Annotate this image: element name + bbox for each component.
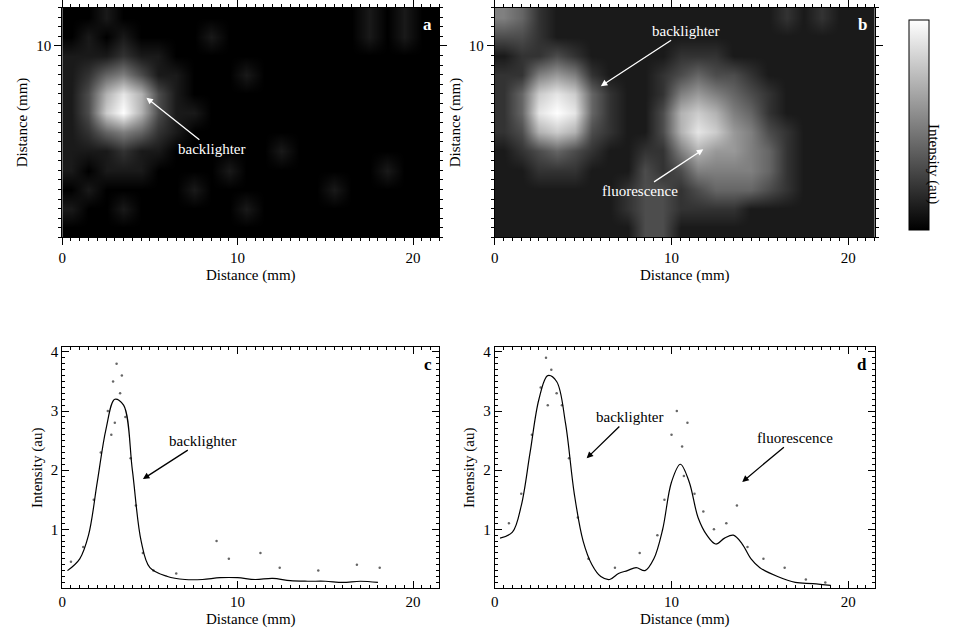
svg-text:backlighter: backlighter <box>178 141 245 157</box>
svg-text:Distance (mm): Distance (mm) <box>14 78 31 168</box>
svg-text:Distance (mm): Distance (mm) <box>640 611 730 628</box>
svg-text:10: 10 <box>469 38 484 54</box>
svg-text:20: 20 <box>406 594 421 610</box>
svg-text:0: 0 <box>58 250 66 266</box>
svg-text:c: c <box>424 355 432 374</box>
svg-text:backlighter: backlighter <box>596 409 663 425</box>
svg-text:2: 2 <box>51 462 59 478</box>
svg-text:4: 4 <box>483 344 491 360</box>
svg-text:1: 1 <box>483 522 491 538</box>
svg-text:fluorescence: fluorescence <box>602 183 678 199</box>
svg-text:Intensity (au): Intensity (au) <box>29 428 46 508</box>
svg-text:Distance (mm): Distance (mm) <box>206 611 296 628</box>
svg-text:1: 1 <box>51 522 59 538</box>
svg-text:3: 3 <box>483 403 491 419</box>
svg-text:fluorescence: fluorescence <box>757 430 833 446</box>
svg-text:Distance (mm): Distance (mm) <box>206 267 296 284</box>
svg-text:10: 10 <box>664 594 679 610</box>
svg-text:0: 0 <box>58 594 66 610</box>
svg-text:0: 0 <box>491 250 499 266</box>
svg-text:Intensity (au): Intensity (au) <box>461 428 478 508</box>
svg-text:0: 0 <box>491 594 499 610</box>
svg-text:10: 10 <box>230 250 245 266</box>
svg-text:backlighter: backlighter <box>652 23 719 39</box>
svg-text:b: b <box>858 15 867 34</box>
svg-text:Distance (mm): Distance (mm) <box>447 78 464 168</box>
svg-text:20: 20 <box>841 250 856 266</box>
svg-text:20: 20 <box>841 594 856 610</box>
svg-text:Intensity (au): Intensity (au) <box>925 124 942 204</box>
svg-text:4: 4 <box>51 344 59 360</box>
svg-text:backlighter: backlighter <box>169 433 236 449</box>
svg-text:10: 10 <box>36 38 51 54</box>
svg-text:2: 2 <box>483 462 491 478</box>
svg-text:10: 10 <box>664 250 679 266</box>
svg-text:10: 10 <box>230 594 245 610</box>
svg-text:d: d <box>857 355 867 374</box>
svg-text:Distance (mm): Distance (mm) <box>640 267 730 284</box>
svg-text:a: a <box>423 15 432 34</box>
svg-text:3: 3 <box>51 403 59 419</box>
svg-text:20: 20 <box>406 250 421 266</box>
